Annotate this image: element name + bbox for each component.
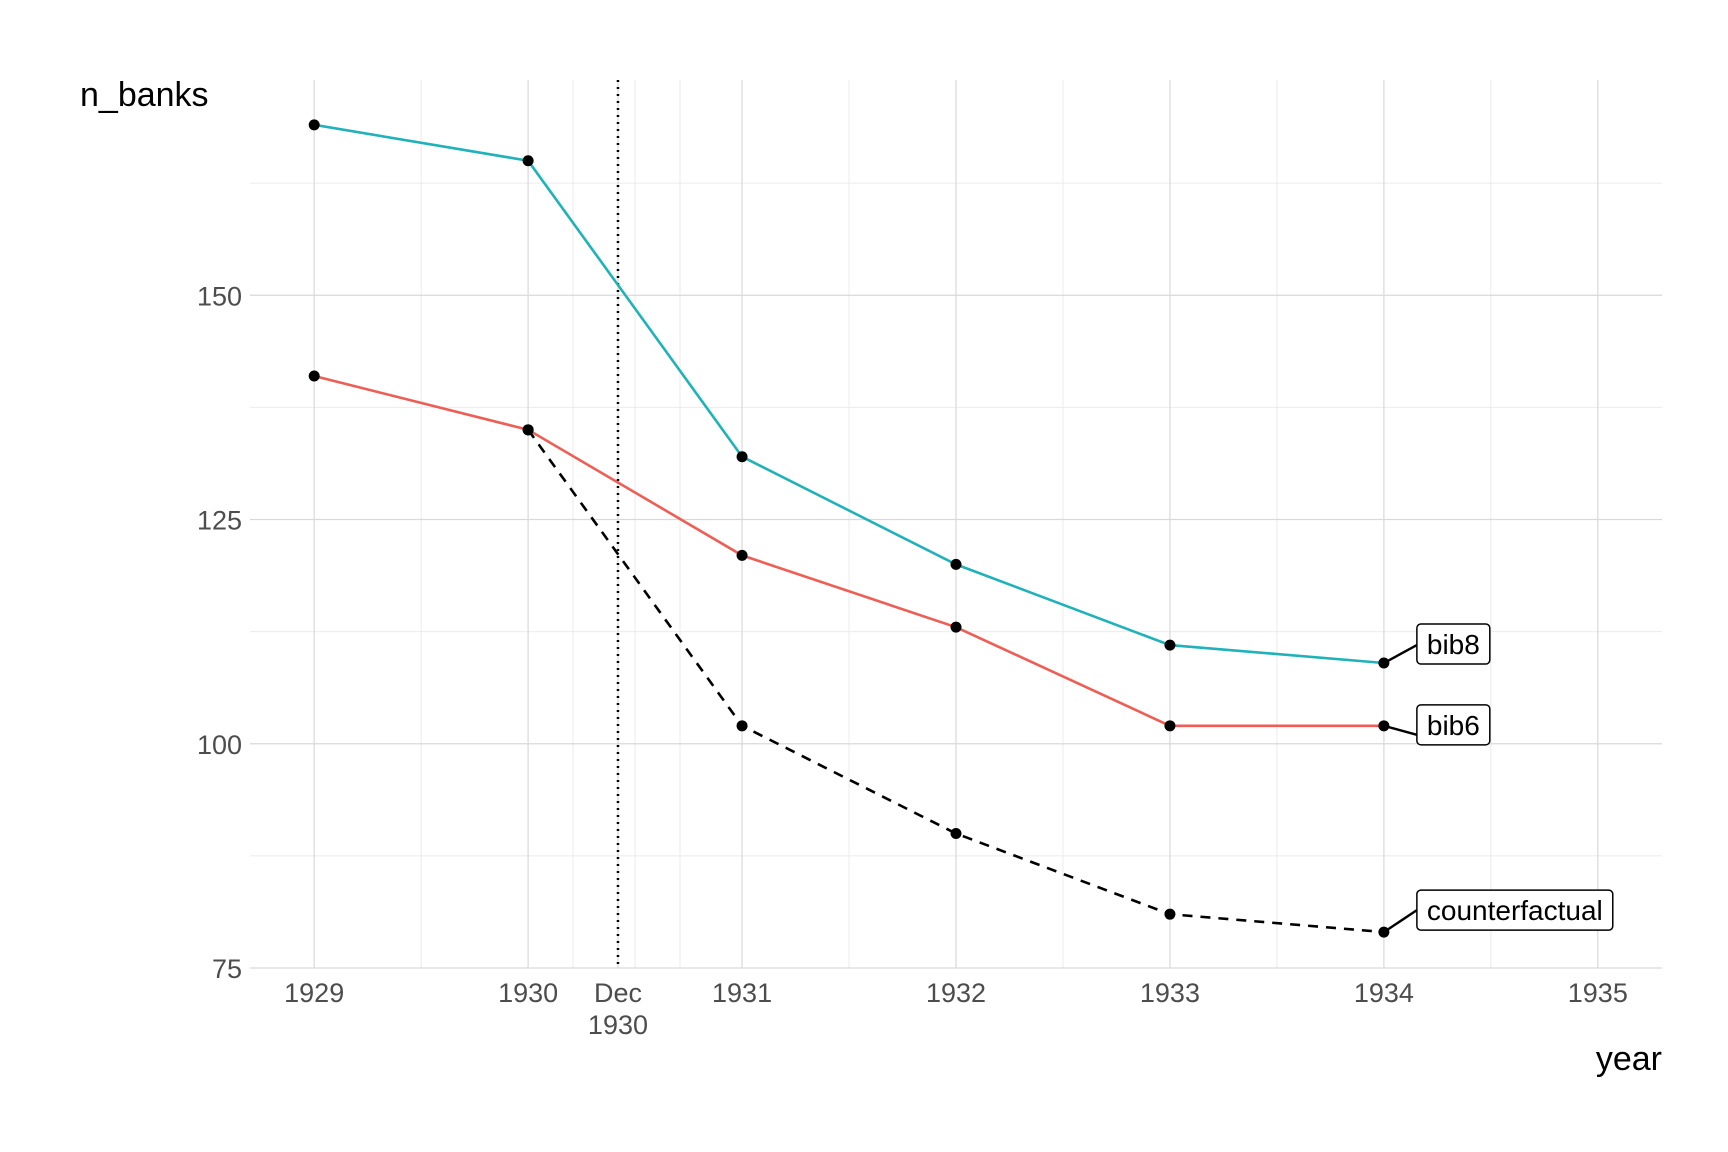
data-point-bib8	[522, 155, 534, 167]
data-point-bib6	[308, 370, 320, 382]
data-point-bib8	[1164, 639, 1176, 651]
data-point-bib8	[308, 119, 320, 131]
data-point-bib8	[950, 558, 962, 570]
series-labels: bib8 bib6 counterfactual	[1383, 623, 1614, 934]
data-point-counterfactual	[736, 720, 748, 732]
x-tick-label: 1929	[284, 978, 344, 1008]
data-point-counterfactual	[1164, 908, 1176, 920]
data-point-bib6	[736, 549, 748, 561]
series-label-counterfactual: counterfactual	[1427, 895, 1603, 926]
series-label-connector-bib6	[1383, 724, 1418, 736]
x-tick-label: 1930	[498, 978, 558, 1008]
y-axis-title: n_banks	[80, 76, 209, 114]
series-label-box-bib8	[1416, 623, 1491, 665]
x-tick-label-event: Dec	[594, 978, 642, 1008]
data-point-counterfactual	[950, 827, 962, 839]
data-point-bib6	[950, 621, 962, 633]
series-label-bib8: bib8	[1427, 629, 1480, 660]
series-line-bib8	[313, 123, 1385, 665]
series-points	[308, 119, 1390, 938]
x-tick-label: 1935	[1568, 978, 1628, 1008]
series-lines	[313, 123, 1385, 934]
x-tick-label: 1934	[1354, 978, 1414, 1008]
x-tick-label-event: 1930	[588, 1010, 648, 1040]
series-label-box-bib6	[1416, 704, 1491, 746]
series-line-counterfactual	[527, 429, 1385, 934]
series-label-bib6: bib6	[1427, 710, 1480, 741]
data-point-bib8	[736, 451, 748, 463]
y-tick-label: 125	[197, 506, 242, 536]
y-tick-label: 75	[212, 954, 242, 984]
y-tick-label: 100	[197, 730, 242, 760]
series-line-bib6	[313, 374, 1384, 728]
x-tick-label: 1931	[712, 978, 772, 1008]
series-label-connector-bib8	[1383, 643, 1418, 665]
tick-labels: 1929 1930 1931 1932 1933 1934 1935Dec193075100…	[197, 281, 1628, 1040]
x-axis-title: year	[1596, 1040, 1662, 1078]
x-tick-label: 1932	[926, 978, 986, 1008]
y-tick-label: 150	[197, 281, 242, 311]
data-point-bib6	[1164, 720, 1176, 732]
series-label-connector-counterfactual	[1383, 909, 1418, 934]
data-point-counterfactual	[522, 424, 534, 436]
x-tick-label: 1933	[1140, 978, 1200, 1008]
